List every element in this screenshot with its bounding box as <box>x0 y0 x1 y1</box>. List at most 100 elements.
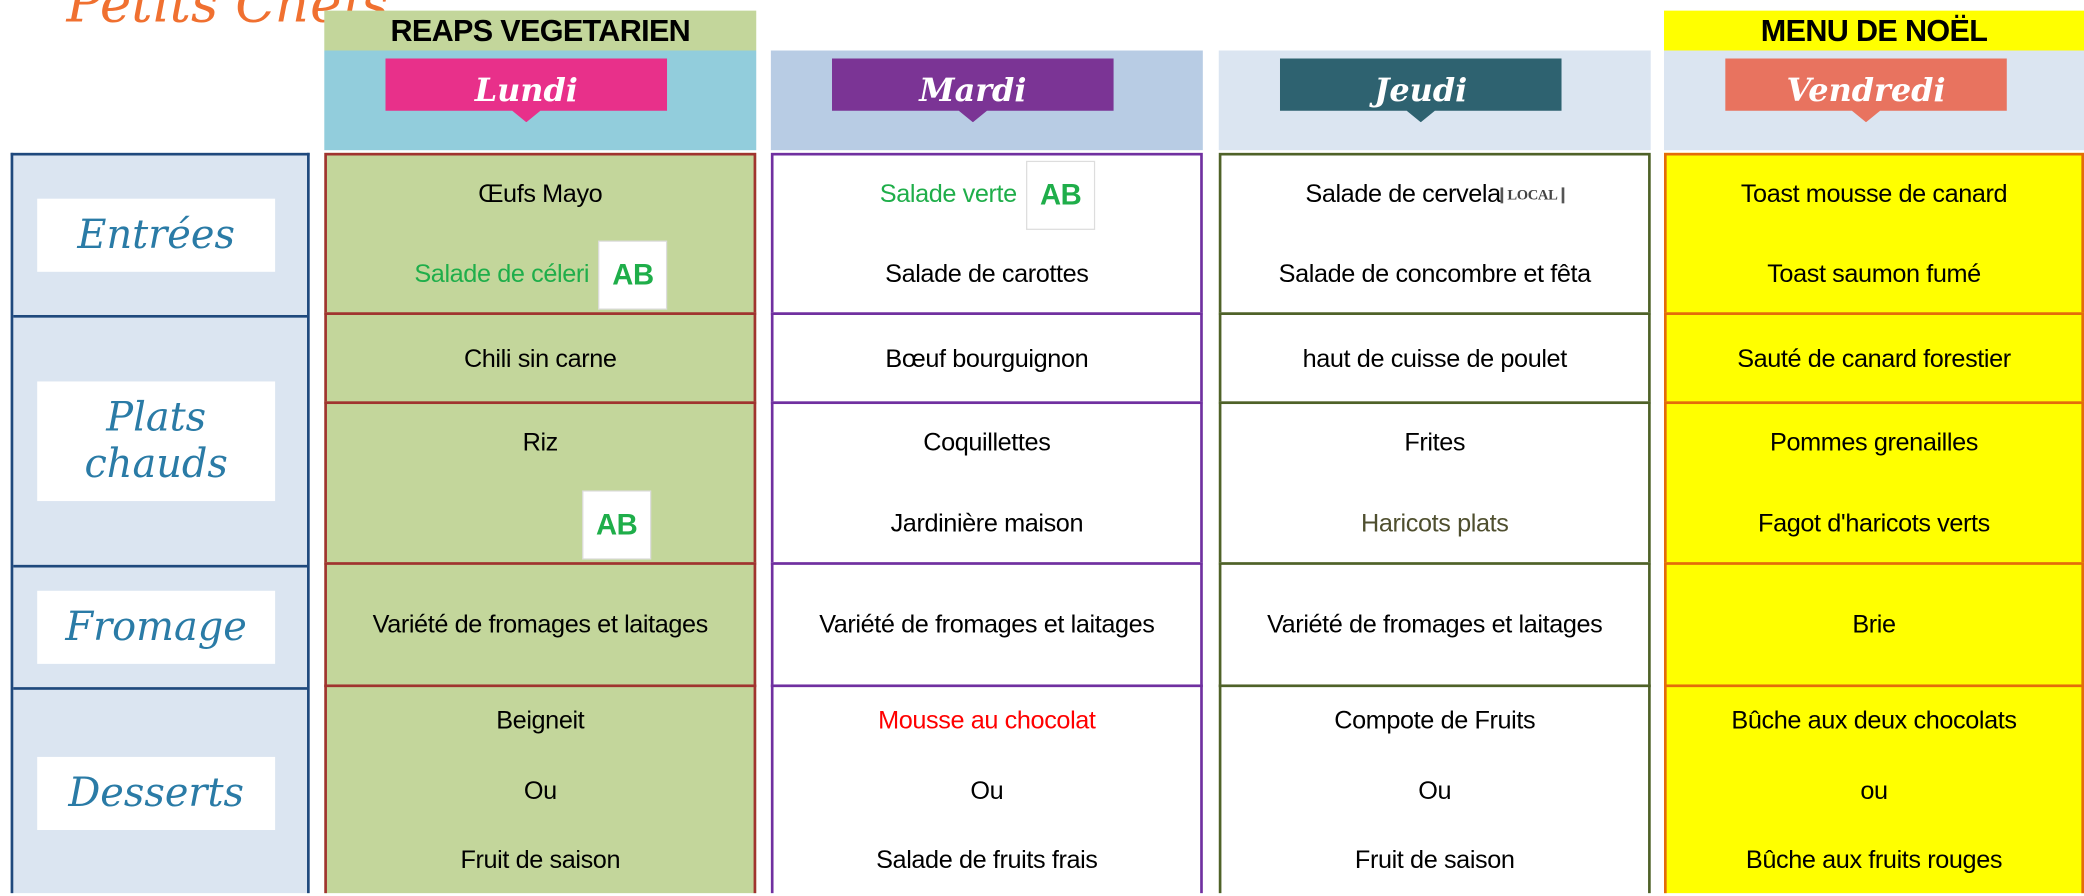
dish: ou <box>1860 776 1888 805</box>
dish: Variété de fromages et laitages <box>372 611 709 640</box>
menu-cell: Mousse au chocolat Ou Salade de fruits fra… <box>770 684 1203 894</box>
menu-item: Salade de fruits frais <box>774 846 1201 875</box>
dish: Fruit de saison <box>460 846 621 875</box>
menu-cell: Salade de cervela LOCAL Salade de concombr… <box>1218 152 1651 315</box>
menu-cell: Chili sin carne <box>324 312 757 405</box>
menu-item: Salade de cervela LOCAL <box>1221 181 1648 210</box>
menu-item: Compote de Fruits <box>1221 707 1648 736</box>
dish: Salade de cervela <box>1305 180 1501 209</box>
banner: MENU DE NOËL <box>1664 10 2084 51</box>
day-name: Lundi <box>385 58 668 123</box>
dish: haut de cuisse de poulet <box>1302 344 1568 373</box>
dish: Salade verte <box>879 180 1017 209</box>
menu-item: Chili sin carne <box>327 345 754 374</box>
menu-item: Variété de fromages et laitages <box>1221 611 1648 640</box>
dish: Ou <box>523 776 557 805</box>
dish: Riz <box>522 429 559 458</box>
dish: Œufs Mayo <box>478 180 603 209</box>
dish: Variété de fromages et laitages <box>1267 611 1603 640</box>
dish: Salade de fruits frais <box>876 846 1098 875</box>
menu-cell: Salade verte AB Salade de carottes <box>770 152 1203 315</box>
menu-cell: Variété de fromages et laitages <box>324 562 757 688</box>
day-name: Jeudi <box>1279 58 1562 123</box>
dish: Mousse au chocolat <box>878 707 1096 736</box>
dish: Fagot d'haricots verts <box>1758 510 1990 538</box>
menu-item: Beigneit <box>327 707 754 736</box>
menu-cell: Bœuf bourguignon <box>770 312 1203 405</box>
dish: Salade de céleri <box>414 260 590 289</box>
dish: Salade de carottes <box>885 260 1089 289</box>
badge: AB <box>583 491 650 558</box>
menu-item: Variété de fromages et laitages <box>327 611 754 640</box>
menu-item: Sauté de canard forestier <box>1667 345 2082 374</box>
menu-item: Salade de carottes <box>774 260 1201 289</box>
menu-item: AB <box>327 491 754 558</box>
menu-item: Variété de fromages et laitages <box>774 611 1201 640</box>
label-cell: Desserts <box>13 687 308 896</box>
dish: Brie <box>1852 611 1896 640</box>
label-column: Entrées Plats chauds Fromage Desserts <box>10 152 310 896</box>
menu-item: Frites <box>1221 430 1648 459</box>
menu-cell: Brie <box>1664 562 2084 688</box>
menu-cell: haut de cuisse de poulet <box>1218 312 1651 405</box>
dish: Salade de concombre et fêta <box>1278 260 1592 289</box>
dish: Compote de Fruits <box>1334 707 1536 736</box>
menu-item: Pommes grenailles <box>1667 430 2082 459</box>
dish: Ou <box>970 776 1004 805</box>
menu-item: haut de cuisse de poulet <box>1221 345 1648 374</box>
menu-item: Riz <box>327 430 754 459</box>
dish: Variété de fromages et laitages <box>819 611 1155 640</box>
menu-cell: Toast mousse de canard Toast saumon fumé <box>1664 152 2084 315</box>
menu-item: Toast mousse de canard <box>1667 181 2082 210</box>
menu-item: Coquillettes <box>774 430 1201 459</box>
menu-item: Haricots plats <box>1221 510 1648 539</box>
label-cell: Plats chauds <box>13 314 308 565</box>
dish: Coquillettes <box>923 429 1051 458</box>
dish: Beigneit <box>496 707 585 736</box>
menu-item: Salade de céleri AB <box>327 241 754 309</box>
menu-cell: Variété de fromages et laitages <box>1218 562 1651 688</box>
day-header: Mardi <box>770 50 1203 151</box>
menu-item: ou <box>1667 777 2082 806</box>
menu-item: Toast saumon fumé <box>1667 260 2082 289</box>
menu-item: Jardinière maison <box>774 510 1201 539</box>
menu-item: Fagot d'haricots verts <box>1667 510 2082 539</box>
day-name: Mardi <box>832 58 1114 123</box>
menu-cell: Sauté de canard forestier <box>1664 312 2084 405</box>
menu-item: Fruit de saison <box>327 846 754 875</box>
menu-item: Ou <box>1221 777 1648 806</box>
dish: Pommes grenailles <box>1770 429 1978 458</box>
dish: Toast saumon fumé <box>1767 260 1981 289</box>
day-header: Jeudi <box>1218 50 1651 151</box>
menu-item: Bûche aux deux chocolats <box>1667 707 2082 736</box>
menu-cell: Variété de fromages et laitages <box>770 562 1203 688</box>
menu-item: Mousse au chocolat <box>774 707 1201 736</box>
dish: Bûche aux deux chocolats <box>1731 707 2017 736</box>
day-header: Lundi <box>324 50 757 151</box>
row-label: Plats chauds <box>37 381 276 502</box>
row-label: Entrées <box>37 198 276 272</box>
day-name: Vendredi <box>1725 58 2007 123</box>
dish: Jardinière maison <box>890 510 1084 538</box>
menu-cell: Coquillettes Jardinière maison <box>770 401 1203 565</box>
menu-cell: Riz AB <box>324 401 757 565</box>
row-label: Desserts <box>37 756 276 830</box>
banner: REAPS VEGETARIEN <box>324 10 757 51</box>
dish: Sauté de canard forestier <box>1737 344 2011 373</box>
dish: Chili sin carne <box>463 344 617 373</box>
badge: LOCAL <box>1500 187 1565 204</box>
menu-item: Bûche aux fruits rouges <box>1667 846 2082 875</box>
menu-cell: Frites Haricots plats <box>1218 401 1651 565</box>
day-header: Vendredi <box>1664 50 2084 151</box>
dish: Ou <box>1418 776 1452 805</box>
menu-cell: Bûche aux deux chocolats ou Bûche aux frui… <box>1664 684 2084 894</box>
menu-item: Bœuf bourguignon <box>774 345 1201 374</box>
menu-cell: Pommes grenailles Fagot d'haricots verts <box>1664 401 2084 565</box>
dish: Bûche aux fruits rouges <box>1745 846 2003 875</box>
badge: AB <box>599 241 667 309</box>
row-label: Fromage <box>37 590 276 664</box>
menu-item: Fruit de saison <box>1221 846 1648 875</box>
dish: Haricots plats <box>1361 510 1509 538</box>
